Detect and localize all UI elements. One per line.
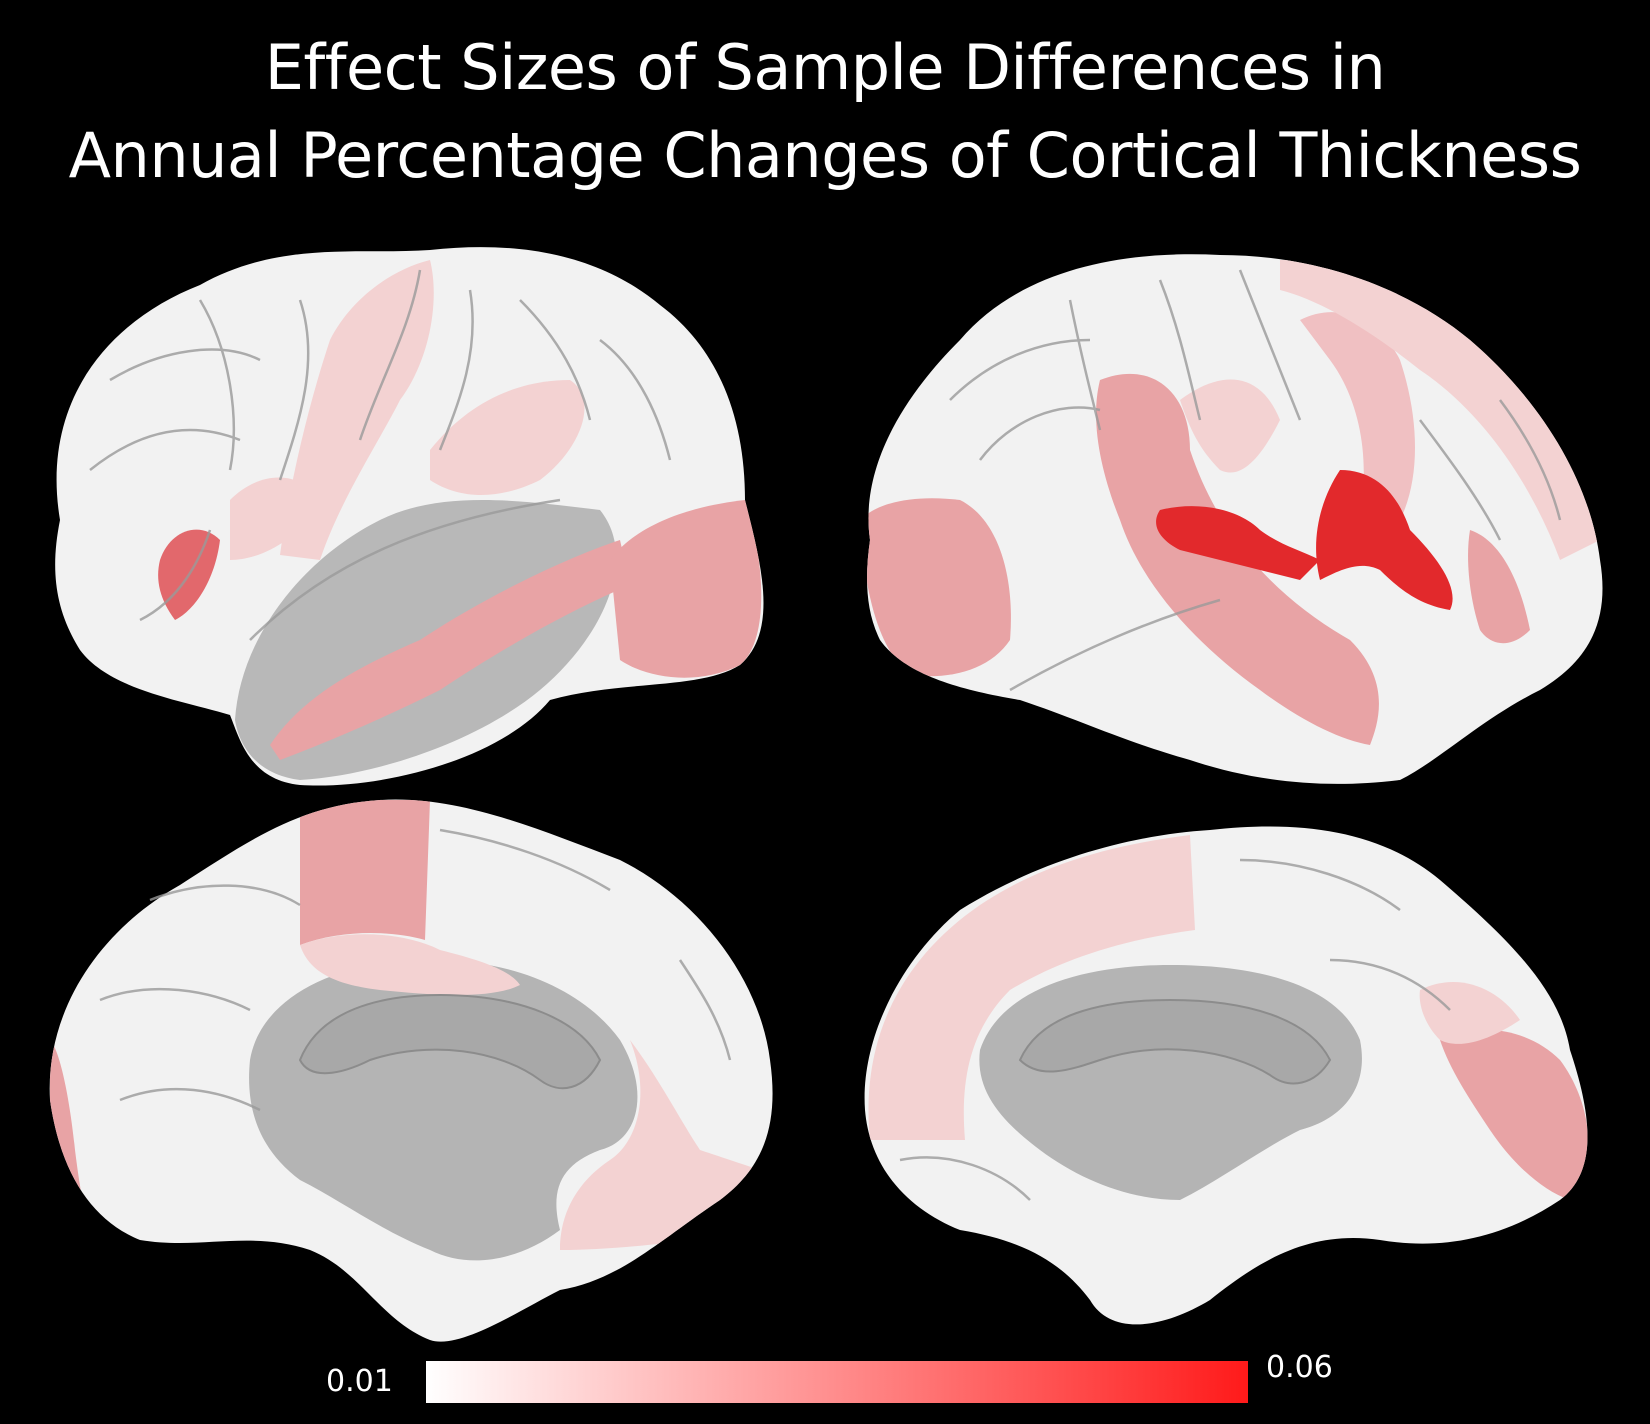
right-hemisphere-medial-view: [864, 826, 1588, 1325]
left-hemisphere-lateral-view: [55, 247, 764, 786]
left-lateral-occipital-region: [610, 500, 762, 678]
left-lateral-precentral-region: [280, 260, 434, 560]
right-hemisphere-lateral-view: [867, 254, 1603, 784]
left-lateral-superior-temporal-region: [270, 540, 630, 760]
colorbar-max-label: 0.06: [1266, 1350, 1333, 1385]
left-medial-cuneus-region: [50, 1040, 95, 1240]
left-lateral-frontal-region: [230, 477, 320, 560]
left-medial-posterior-cingulate-region: [300, 934, 520, 995]
right-medial-cuneus-region: [1440, 1029, 1588, 1200]
colorbar-gradient: [426, 1361, 1248, 1403]
colorbar: [426, 1361, 1248, 1403]
right-lateral-precentral-region: [1300, 312, 1415, 520]
right-lateral-pars-region: [1316, 470, 1453, 610]
figure-title-line-1: Effect Sizes of Sample Differences in: [264, 31, 1386, 104]
left-medial-corpus-callosum: [298, 993, 602, 1090]
right-medial-corpus-callosum: [1018, 998, 1332, 1085]
right-medial-precuneus-region: [1419, 981, 1520, 1044]
right-lateral-supramarginal-region: [1180, 379, 1280, 473]
colorbar-min-label: 0.01: [326, 1364, 393, 1399]
right-medial-cingulate-frontal-region: [868, 835, 1195, 1140]
left-medial-rostral-cingulate-region: [560, 1040, 773, 1250]
right-lateral-occipital-region: [867, 498, 1011, 677]
left-hemisphere-medial-view: [49, 799, 773, 1342]
left-lateral-supramarginal-region: [430, 380, 585, 495]
right-lateral-rostral-frontal-region: [1468, 530, 1530, 644]
figure-title-line-2: Annual Percentage Changes of Cortical Th…: [68, 119, 1582, 192]
left-medial-paracentral-region: [300, 800, 430, 945]
right-lateral-insula-region: [1156, 506, 1320, 580]
